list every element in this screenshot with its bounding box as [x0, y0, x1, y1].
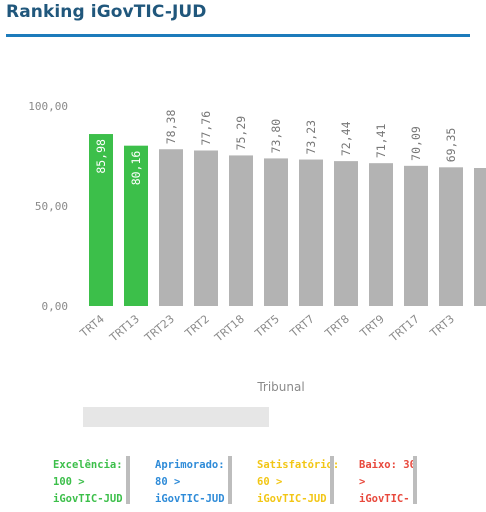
data-label: 72,44 [339, 121, 353, 156]
data-label: 70,09 [409, 126, 423, 161]
bar [369, 163, 393, 306]
x-axis-title: Tribunal [256, 380, 304, 394]
data-label: 77,76 [199, 111, 213, 146]
legend-aprimorado-line: iGovTIC-JUD [155, 493, 225, 505]
data-label: 73,23 [304, 120, 318, 155]
chart-scrollbar[interactable] [83, 407, 269, 427]
data-label: 69,35 [444, 128, 458, 163]
legend-baixo: Baixo: 30 > iGovTIC- [359, 456, 417, 508]
legend-excelencia-line: 100 > [53, 476, 85, 488]
x-tick-label: TRT5 [252, 312, 282, 340]
legend-aprimorado-line: 80 > [155, 476, 181, 488]
legend-satisfatorio-line: 60 > [257, 476, 283, 488]
x-tick-label: TRT18 [212, 312, 247, 345]
legend-aprimorado-line: Aprimorado: [155, 459, 225, 471]
bar [264, 158, 288, 306]
legend-excelencia-line: iGovTIC-JUD [53, 493, 123, 505]
legend-divider [413, 456, 417, 504]
x-tick-label: TRT9 [357, 312, 387, 340]
title-underline [6, 34, 470, 37]
bar [439, 167, 463, 306]
legend-aprimorado: Aprimorado: 80 > iGovTIC-JUD [155, 456, 232, 508]
bar [404, 165, 428, 306]
x-tick-label: TRT23 [142, 312, 177, 345]
data-label: 78,38 [164, 110, 178, 145]
bar-chart: 0,00 50,00 100,00 85,98 TRT4 80,16 TRT13 78,38 T… [28, 100, 486, 394]
x-tick-label: TRT8 [322, 312, 352, 340]
x-tick-label: TRT2 [182, 312, 212, 340]
legend-baixo-line: > [359, 476, 366, 488]
data-label: 73,80 [269, 119, 283, 154]
legend-satisfatorio-line: iGovTIC-JUD [257, 493, 327, 505]
x-tick-label: TRT17 [387, 312, 422, 345]
y-tick-label: 0,00 [42, 300, 69, 313]
legend-satisfatorio: Satisfatório: 60 > iGovTIC-JUD [257, 456, 340, 508]
x-tick-label: TRT3 [427, 312, 457, 340]
x-tick-label: TRT4 [77, 312, 107, 340]
data-label: 75,29 [234, 116, 248, 151]
legend-baixo-line: iGovTIC- [359, 493, 410, 505]
y-tick-label: 100,00 [28, 100, 68, 113]
bar [474, 168, 486, 306]
data-label: 80,16 [129, 151, 143, 186]
bar [159, 149, 183, 306]
bar [124, 145, 148, 306]
legend-excelencia-line: Excelência: [53, 459, 123, 471]
bar [194, 150, 218, 306]
legend-excelencia: Excelência: 100 > iGovTIC-JUD [53, 456, 130, 508]
x-tick-label: TRT13 [107, 312, 142, 345]
chart-title: Ranking iGovTIC-JUD [6, 2, 207, 22]
legend-baixo-line: Baixo: 30 [359, 459, 416, 471]
legend-divider [228, 456, 232, 504]
bar [229, 155, 253, 306]
data-label: 85,98 [94, 139, 108, 174]
y-tick-label: 50,00 [35, 200, 68, 213]
legend-divider [330, 456, 334, 504]
bar [89, 134, 113, 306]
x-tick-label: TRT7 [287, 312, 317, 340]
bar [334, 161, 358, 306]
bar [299, 159, 323, 306]
legend-divider [126, 456, 130, 504]
legend-satisfatorio-line: Satisfatório: [257, 459, 340, 471]
data-label: 71,41 [374, 123, 388, 158]
